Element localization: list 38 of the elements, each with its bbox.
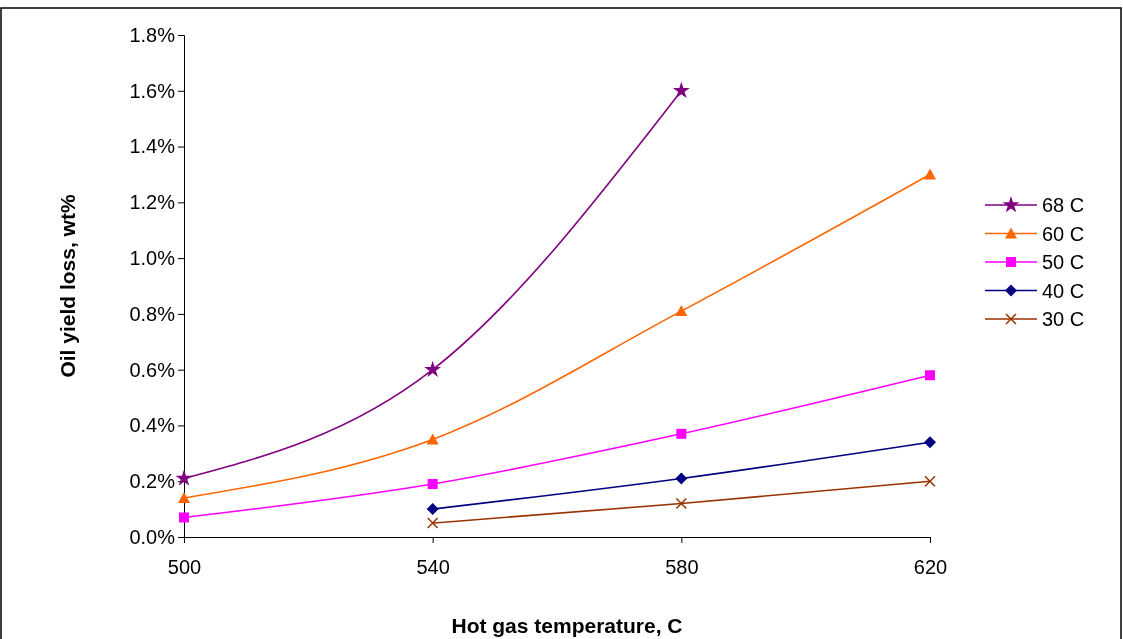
point [178, 491, 190, 503]
x-tick-label: 580 [665, 556, 699, 578]
x-tick-label: 500 [167, 556, 202, 578]
point [179, 512, 189, 523]
point [426, 433, 439, 445]
point [175, 469, 193, 486]
legend-label: 30 C [1042, 308, 1085, 330]
legend-label: 60 C [1042, 222, 1085, 245]
point [672, 81, 690, 99]
point [426, 517, 439, 529]
y-tick-label: 1.2% [129, 191, 176, 214]
y-tick-label: 0.2% [129, 470, 176, 493]
point [676, 428, 687, 439]
point [924, 436, 936, 449]
point [424, 360, 442, 377]
y-tick-label: 0.0% [129, 525, 176, 548]
legend-label: 40 C [1042, 279, 1085, 302]
y-tick-label: 0.8% [129, 302, 176, 325]
point [675, 497, 688, 510]
y-tick-label: 0.4% [129, 414, 176, 437]
point [924, 475, 936, 487]
y-tick-label: 1.6% [129, 79, 176, 102]
x-tick-label: 620 [913, 556, 948, 578]
point [925, 370, 935, 381]
y-tick-label: 1.0% [129, 247, 176, 270]
point [675, 305, 688, 317]
x-axis-title: Hot gas temperature, C [451, 614, 683, 637]
point [924, 168, 936, 180]
y-tick-label: 0.6% [129, 358, 176, 381]
x-tick-label: 540 [416, 556, 450, 578]
y-axis-title: Oil yield loss, wt% [56, 194, 79, 378]
point [675, 472, 688, 485]
point [426, 503, 439, 516]
legend-label: 50 C [1042, 251, 1085, 273]
legend-label: 68 C [1042, 194, 1085, 216]
y-tick-label: 1.8% [129, 23, 176, 46]
y-tick-label: 1.4% [129, 135, 176, 158]
point [427, 479, 438, 490]
